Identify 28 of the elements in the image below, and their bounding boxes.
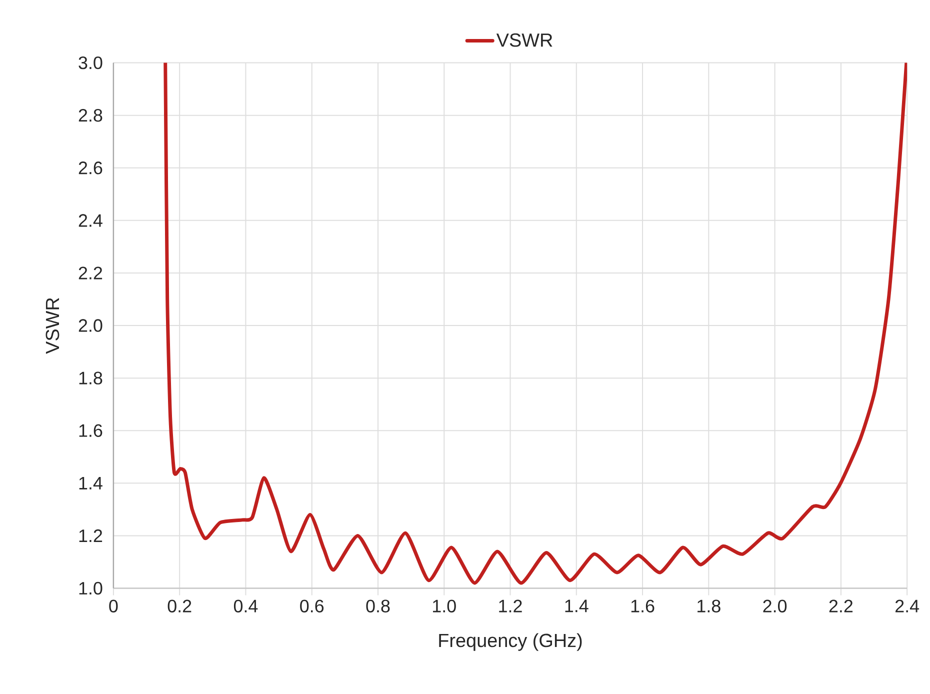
y-axis-title: VSWR: [46, 298, 60, 354]
y-tick-label: 1.0: [79, 582, 102, 595]
x-tick-label: 2.4: [896, 600, 920, 612]
y-tick-label: 2.4: [78, 214, 102, 227]
x-tick-label: 1.6: [631, 600, 654, 612]
y-tick-label: 1.6: [79, 424, 102, 437]
x-tick-label: 1.8: [698, 600, 720, 612]
y-tick-label: 1.8: [79, 372, 102, 384]
x-tick-label: 0.8: [366, 600, 390, 612]
y-tick-label: 1.2: [79, 529, 102, 542]
y-tick-label: 2.8: [78, 109, 102, 122]
x-tick-label: 0.2: [168, 600, 192, 612]
x-axis-title: Frequency (GHz): [439, 633, 582, 651]
y-tick-label: 2.6: [78, 162, 102, 174]
y-tick-label: 1.4: [79, 477, 102, 490]
legend-label: VSWR: [496, 33, 552, 47]
line-series: [164, 62, 908, 585]
x-tick-label: 0.6: [300, 600, 324, 612]
y-tick-label: 3.0: [78, 56, 102, 70]
x-tick-label: 0: [109, 600, 118, 612]
y-tick-label: 2.0: [78, 319, 102, 332]
x-tick-label: 2.2: [829, 600, 853, 612]
x-tick-label: 0.4: [234, 600, 258, 612]
y-tick-label: 2.2: [78, 266, 102, 280]
x-tick-label: 1.2: [499, 600, 522, 612]
x-tick-label: 1.0: [433, 600, 456, 612]
x-tick-label: 1.4: [565, 600, 588, 612]
x-tick-label: 2.0: [763, 600, 787, 612]
